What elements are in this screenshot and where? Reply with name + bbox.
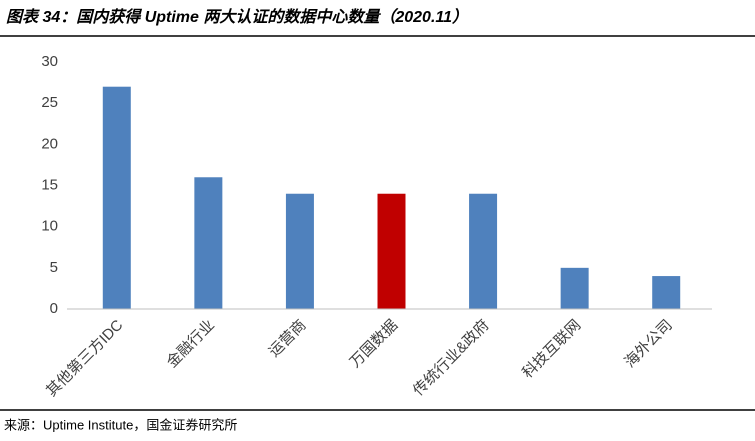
y-tick-label: 0 bbox=[50, 300, 58, 317]
x-tick-label: 万国数据 bbox=[347, 317, 401, 371]
chart-title: 图表 34：国内获得 Uptime 两大认证的数据中心数量（2020.11） bbox=[6, 7, 468, 26]
bar bbox=[652, 276, 681, 309]
y-tick-label: 5 bbox=[50, 259, 58, 276]
y-tick-label: 20 bbox=[41, 135, 58, 152]
bar bbox=[377, 193, 406, 309]
y-tick-label: 15 bbox=[41, 176, 58, 193]
x-tick-label: 科技互联网 bbox=[519, 317, 584, 382]
source: 来源：Uptime Institute，国金证券研究所 bbox=[4, 417, 237, 432]
bar bbox=[194, 177, 223, 309]
bar bbox=[285, 193, 314, 309]
y-tick-label: 30 bbox=[41, 53, 58, 70]
x-tick-label: 运营商 bbox=[266, 317, 310, 361]
x-tick-label: 传统行业&政府 bbox=[410, 317, 493, 400]
x-tick-label: 其他第三方IDC bbox=[42, 316, 126, 400]
bar bbox=[102, 86, 131, 309]
y-tick-label: 10 bbox=[41, 218, 58, 235]
x-tick-label: 金融行业 bbox=[164, 317, 218, 371]
bar bbox=[469, 193, 498, 309]
y-tick-label: 25 bbox=[41, 94, 58, 111]
x-tick-label: 海外公司 bbox=[621, 317, 675, 371]
bar bbox=[560, 267, 589, 309]
